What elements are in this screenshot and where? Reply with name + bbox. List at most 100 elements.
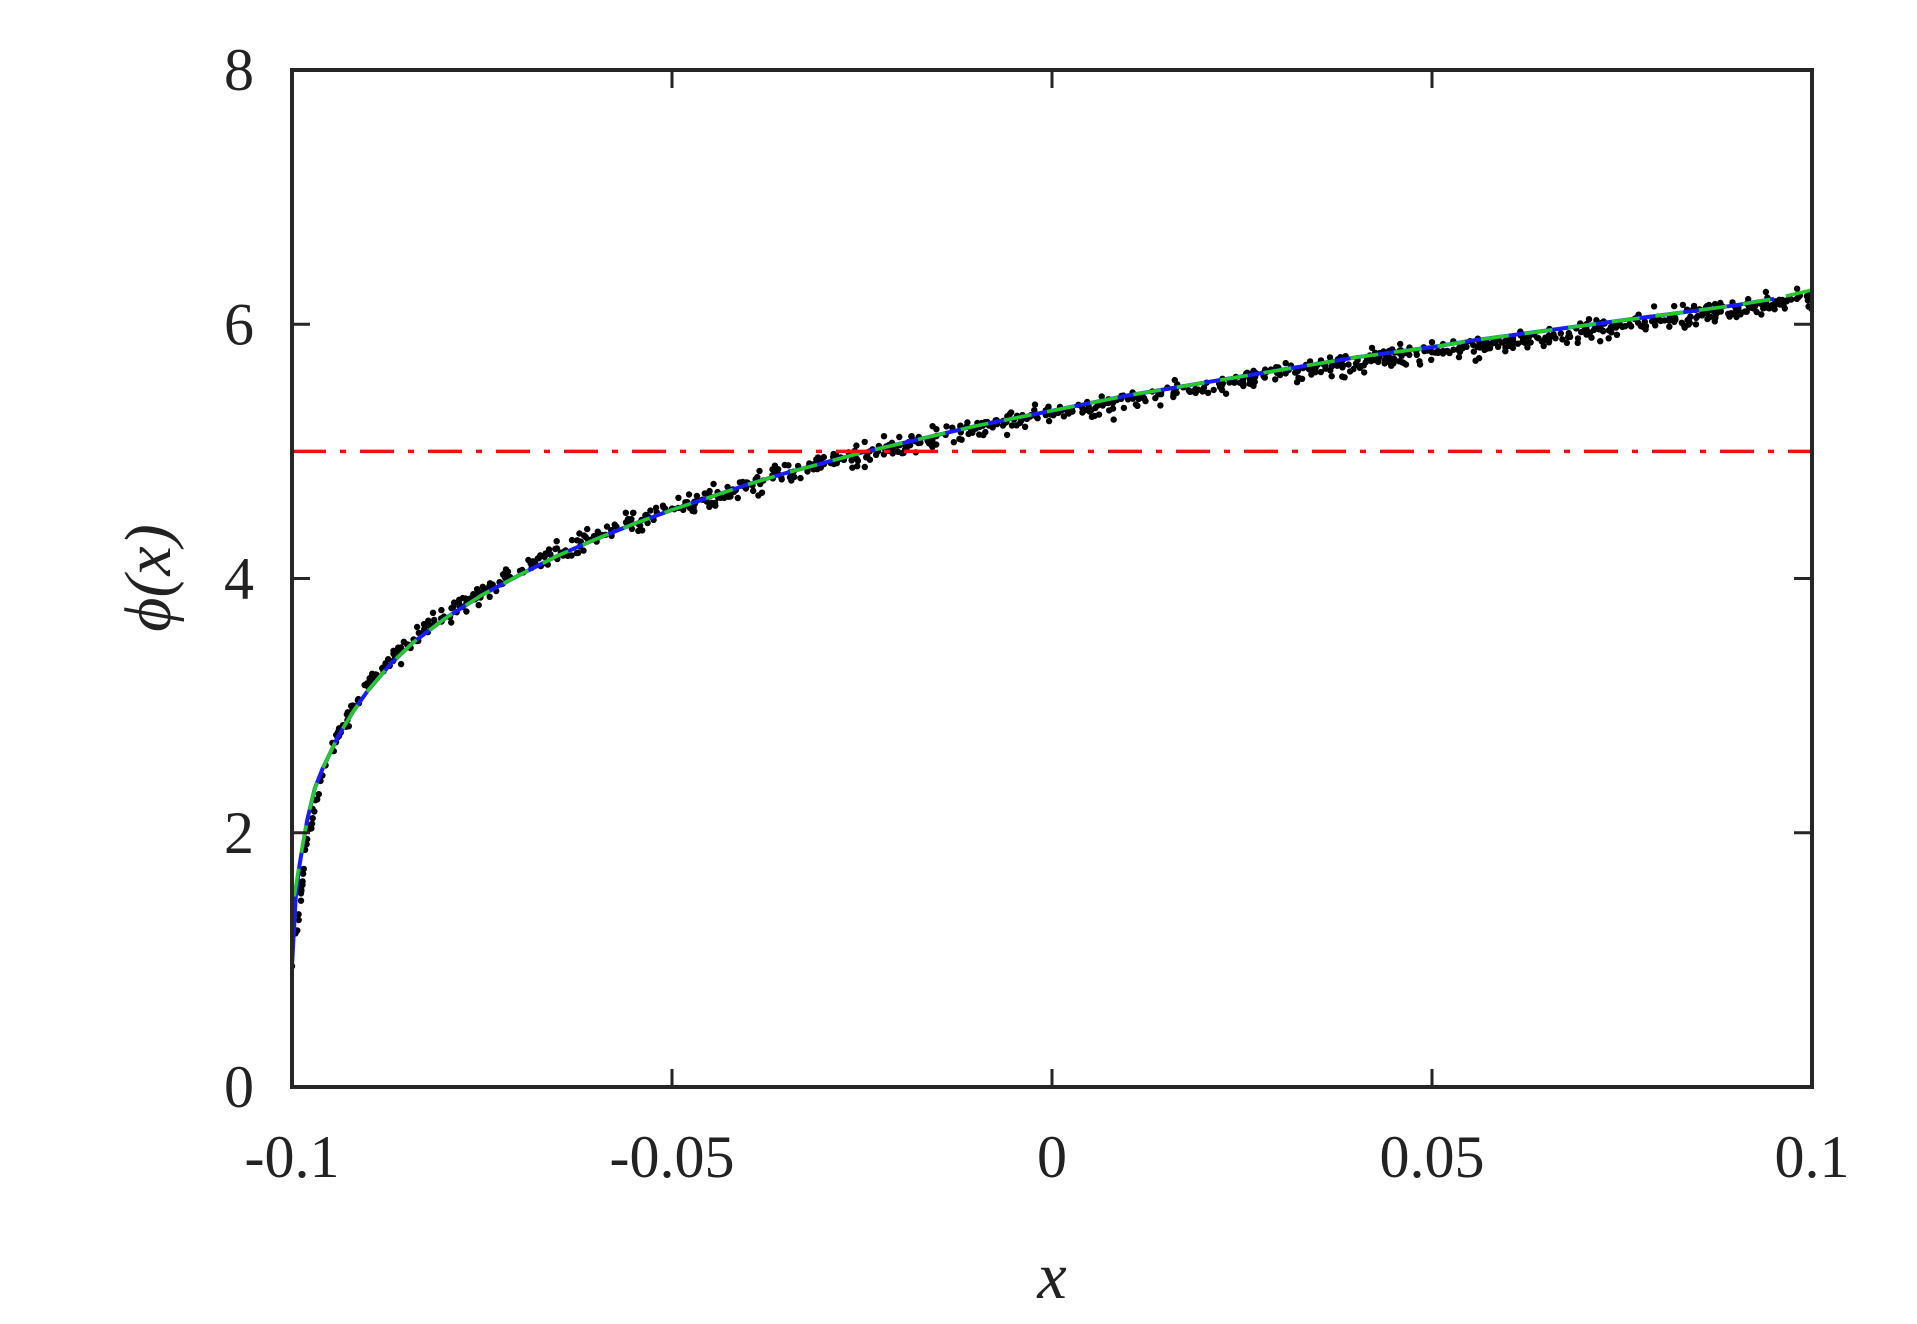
scatter-point <box>933 426 940 433</box>
scatter-point <box>1086 408 1093 415</box>
scatter-point <box>956 435 963 443</box>
scatter-point <box>797 474 804 482</box>
scatter-point <box>1585 316 1593 323</box>
scatter-point <box>529 558 537 565</box>
scatter-point <box>1559 336 1566 343</box>
scatter-point <box>395 644 402 651</box>
scatter-point <box>429 609 437 616</box>
scatter-series <box>292 285 1812 970</box>
scatter-point <box>976 431 983 438</box>
scatter-point <box>1793 285 1801 292</box>
scatter-point <box>584 525 591 533</box>
y-tick-label: 8 <box>224 37 254 103</box>
scatter-point <box>830 450 837 458</box>
scatter-point <box>647 507 654 514</box>
scatter-point <box>1069 408 1076 415</box>
scatter-point <box>1135 395 1142 403</box>
scatter-point <box>758 489 766 496</box>
scatter-point <box>804 468 811 475</box>
scatter-point <box>1564 333 1572 341</box>
scatter-point <box>1685 315 1693 323</box>
scatter-point <box>611 522 619 530</box>
scatter-point <box>863 454 870 461</box>
scatter-point <box>889 450 896 457</box>
scatter-point <box>309 815 316 822</box>
scatter-point <box>1781 305 1789 312</box>
scatter-point <box>1428 339 1436 346</box>
scatter-point <box>1045 417 1053 425</box>
scatter-point <box>1742 308 1750 315</box>
scatter-point <box>943 423 950 430</box>
scatter-point <box>475 601 482 609</box>
scatter-point <box>1428 356 1435 363</box>
scatter-point <box>1588 334 1595 341</box>
scatter-point <box>1704 315 1711 323</box>
scatter-point <box>1459 343 1467 351</box>
scatter-point <box>574 537 581 544</box>
scatter-point <box>1788 296 1795 303</box>
scatter-point <box>1173 389 1180 397</box>
scatter-point <box>400 638 407 645</box>
scatter-point <box>1109 405 1117 412</box>
ticks-layer: -0.1 -0.05 0 0.05 0.1 0 2 4 6 8 <box>224 37 1850 1190</box>
scatter-point <box>1574 335 1582 342</box>
scatter-point <box>854 463 861 470</box>
scatter-point <box>473 586 481 593</box>
scatter-point <box>1502 348 1509 355</box>
scatter-point <box>786 474 794 481</box>
scatter-point <box>1329 362 1336 369</box>
scatter-point <box>771 467 778 475</box>
scatter-point <box>1397 340 1404 348</box>
scatter-point <box>1642 326 1649 333</box>
scatter-point <box>1725 310 1732 317</box>
scatter-point <box>1491 339 1499 346</box>
scatter-point <box>1031 407 1038 414</box>
scatter-point <box>1628 323 1635 330</box>
scatter-point <box>385 656 392 663</box>
scatter-point <box>908 433 915 440</box>
y-axis-label: ϕ(x) <box>112 524 185 631</box>
scatter-point <box>425 617 432 624</box>
scatter-point <box>1141 395 1148 402</box>
scatter-point <box>1694 312 1702 320</box>
fit-line-dashed <box>292 288 1812 897</box>
scatter-point <box>1753 308 1760 316</box>
scatter-point <box>1372 356 1379 364</box>
scatter-point <box>501 574 509 581</box>
series-layer <box>292 285 1812 970</box>
scatter-point <box>706 503 713 510</box>
scatter-point <box>1712 314 1719 321</box>
plot-frame <box>290 68 1814 1089</box>
scatter-point <box>675 494 682 501</box>
scatter-point <box>1552 335 1559 342</box>
scatter-point <box>1434 349 1442 357</box>
scatter-point <box>1470 348 1478 355</box>
scatter-point <box>1383 358 1390 365</box>
scatter-point <box>1079 409 1086 416</box>
scatter-point <box>1247 377 1254 384</box>
scatter-point <box>853 455 860 463</box>
scatter-point <box>685 491 693 498</box>
scatter-point <box>1650 303 1658 310</box>
x-tick-label: 0.05 <box>1380 1124 1485 1190</box>
scatter-point <box>1129 395 1137 402</box>
scatter-point <box>1578 328 1585 336</box>
scatter-point <box>1340 362 1347 369</box>
scatter-point <box>710 480 717 488</box>
fit-line-solid <box>292 296 1775 967</box>
scatter-point <box>1157 402 1164 409</box>
y-tick-label: 0 <box>224 1054 254 1120</box>
scatter-point <box>635 527 642 535</box>
scatter-point <box>1282 370 1289 377</box>
scatter-point <box>1690 302 1698 310</box>
scatter-point <box>896 433 903 441</box>
scatter-point <box>1088 413 1096 421</box>
scatter-point <box>1666 323 1673 330</box>
scatter-point <box>689 507 696 514</box>
scatter-point <box>1003 431 1011 439</box>
scatter-point <box>1587 329 1594 336</box>
scatter-point <box>1236 379 1243 386</box>
scatter-point <box>1525 334 1533 341</box>
scatter-point <box>1597 338 1604 345</box>
scatter-point <box>1013 422 1020 429</box>
